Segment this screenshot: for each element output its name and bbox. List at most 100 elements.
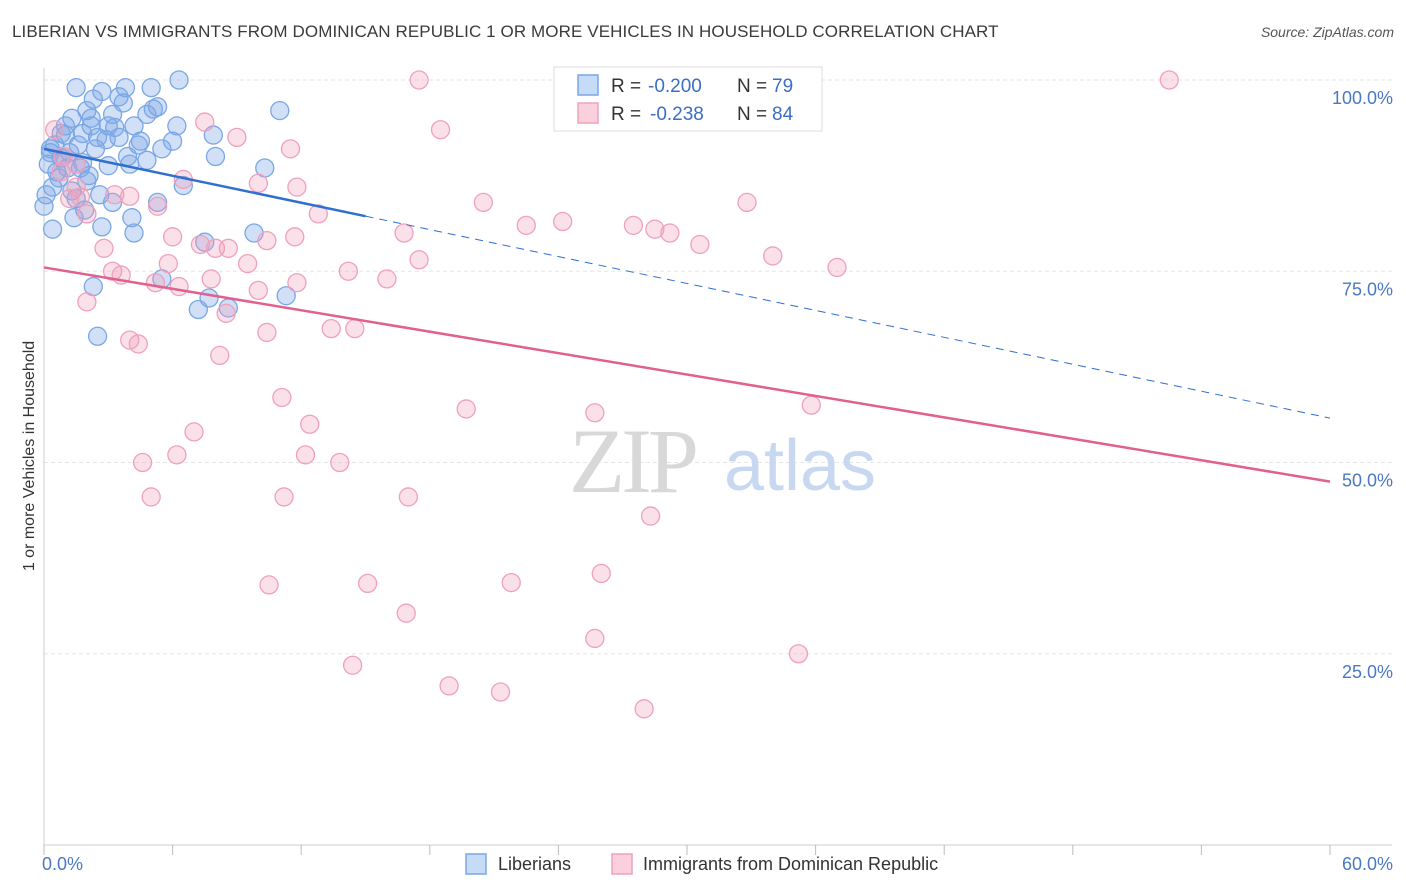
series-liberians-points: [34, 70, 296, 346]
point-1-77: [585, 628, 605, 649]
series-dominican-points: [45, 70, 1179, 719]
point-1-51: [216, 303, 236, 323]
point-0-3: [141, 78, 161, 98]
stats-r-label-liberians: R =: [611, 76, 641, 97]
point-0-68: [105, 117, 125, 138]
trend-lines: [43, 147, 1331, 483]
grid-lines: [44, 79, 1392, 655]
point-1-37: [237, 253, 258, 274]
point-1-34: [218, 238, 238, 258]
point-1-17: [120, 186, 140, 206]
point-0-11: [62, 108, 82, 128]
point-1-25: [645, 219, 665, 239]
y-tick-label-0: 100.0%: [1332, 88, 1393, 108]
stats-r-value-liberians: -0.200: [648, 76, 702, 97]
point-0-34: [167, 116, 187, 136]
point-1-81: [490, 682, 511, 702]
point-0-75: [55, 125, 76, 145]
watermark-atlas: atlas: [724, 426, 876, 506]
tick-labels: 100.0% 75.0% 50.0% 25.0% 0.0% 60.0%: [42, 88, 1393, 874]
trend-line-liberians-extension: [365, 215, 1331, 419]
point-0-46: [122, 208, 142, 228]
point-1-13: [66, 177, 86, 197]
point-1-30: [285, 227, 305, 247]
axes: [43, 68, 1392, 855]
point-0-33: [120, 154, 140, 174]
point-1-57: [210, 345, 230, 366]
point-1-22: [516, 215, 536, 236]
chart-source: Source: ZipAtlas.com: [1260, 24, 1394, 40]
point-1-73: [259, 575, 279, 595]
stats-swatch-liberians: [577, 74, 599, 96]
point-1-12: [287, 177, 307, 197]
stats-legend: R = -0.200 N = 79 R = -0.238 N = 84: [553, 66, 823, 132]
point-1-74: [357, 573, 378, 594]
point-1-33: [94, 238, 114, 258]
point-1-75: [501, 572, 521, 593]
point-0-0: [66, 78, 86, 98]
stats-r-label-dominican: R =: [611, 104, 641, 125]
point-1-21: [308, 204, 328, 224]
stats-swatch-dominican: [577, 102, 599, 124]
stats-r-value-dominican: -0.238: [650, 104, 704, 125]
point-1-23: [553, 211, 573, 232]
point-1-8: [51, 162, 71, 182]
point-1-0: [409, 70, 429, 90]
point-0-17: [72, 123, 93, 144]
point-1-56: [128, 334, 148, 354]
point-1-72: [591, 563, 611, 584]
point-1-1: [1159, 70, 1179, 90]
stats-n-label-liberians: N =: [737, 76, 767, 97]
point-1-82: [634, 699, 654, 719]
point-1-39: [827, 257, 847, 278]
point-1-61: [801, 395, 821, 415]
point-1-27: [394, 223, 414, 243]
legend-label-dominican: Immigrants from Dominican Republic: [643, 854, 938, 874]
point-1-71: [640, 506, 661, 526]
point-1-54: [257, 322, 277, 343]
point-1-48: [287, 273, 307, 293]
point-0-43: [102, 192, 123, 213]
point-1-70: [398, 487, 419, 507]
point-0-44: [34, 196, 54, 216]
point-1-38: [409, 250, 429, 270]
point-0-69: [143, 99, 163, 119]
point-0-5: [83, 89, 103, 109]
point-1-40: [338, 261, 359, 281]
watermark: ZIP atlas: [569, 410, 876, 512]
point-1-60: [585, 403, 605, 423]
bottom-legend: Liberians Immigrants from Dominican Repu…: [465, 853, 938, 875]
point-1-45: [201, 269, 221, 289]
point-1-11: [248, 173, 268, 193]
point-1-20: [737, 192, 757, 213]
y-tick-label-3: 25.0%: [1342, 662, 1393, 682]
point-0-24: [152, 139, 172, 159]
point-1-35: [690, 234, 710, 255]
point-1-47: [248, 280, 268, 301]
point-1-6: [280, 139, 301, 159]
point-1-80: [439, 676, 459, 696]
point-1-64: [167, 445, 187, 465]
point-0-38: [270, 100, 290, 121]
legend-label-liberians: Liberians: [498, 854, 571, 874]
point-1-66: [132, 452, 153, 473]
point-1-63: [184, 422, 204, 442]
point-1-76: [396, 603, 416, 623]
trend-line-liberians: [43, 147, 366, 218]
point-0-56: [276, 286, 296, 306]
point-1-50: [77, 292, 97, 312]
point-1-68: [141, 487, 161, 507]
point-1-31: [190, 234, 211, 255]
point-1-16: [105, 185, 125, 205]
point-0-57: [87, 326, 108, 346]
point-1-49: [377, 269, 397, 289]
point-1-44: [145, 273, 166, 293]
point-1-69: [274, 487, 294, 507]
point-1-3: [195, 112, 215, 132]
y-tick-label-2: 50.0%: [1342, 471, 1393, 491]
point-1-42: [158, 253, 178, 274]
point-0-4: [169, 70, 189, 90]
y-axis-title: 1 or more Vehicles in Household: [21, 341, 38, 571]
point-0-72: [92, 217, 112, 237]
